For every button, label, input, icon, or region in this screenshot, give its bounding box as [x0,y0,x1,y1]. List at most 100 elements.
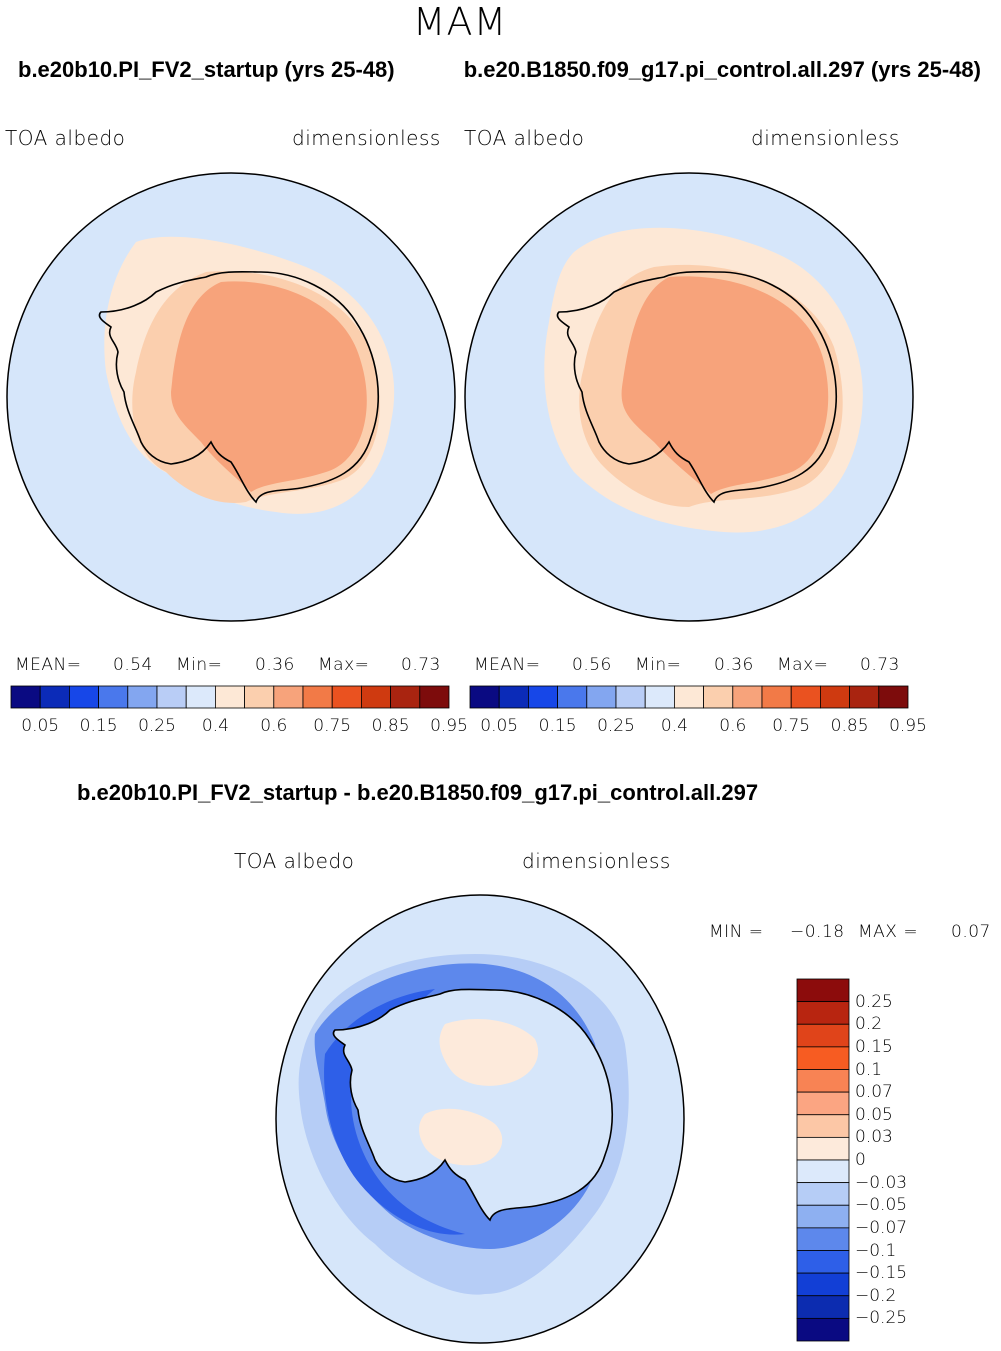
panel-1-colorbar-swatch [214,685,245,709]
panel-1-units-label: dimensionless [292,126,441,150]
panel-1-colorbar-swatch [185,685,216,709]
diff-positive-patch-east [439,1019,539,1086]
panel-1-plateau-contour [171,281,367,492]
panel-1-colorbar-swatch [69,685,100,709]
diff-colorbar [796,978,850,1342]
panel-2-colorbar-tick-label: 0.75 [772,716,811,736]
diff-colorbar-ticks: 0.25 0.2 0.15 0.1 0.07 0.05 0.03 0 −0.03 −0.05 −0.… [855,979,935,1341]
panel-2-colorbar-tick-label: 0.25 [597,716,635,736]
diff-continent-field [333,989,613,1220]
panel-1-colorbar-swatch [39,685,70,709]
panel-1-colorbar-tick-label: 0.4 [201,716,229,736]
diff-colorbar-tick-label: 0.2 [855,1014,883,1035]
panel-2-colorbar-tick-label: 0.95 [889,716,927,736]
diff-colorbar-tick-label: −0.25 [855,1308,908,1329]
panel-1-map-frame [6,172,456,622]
diff-colorbar-swatch [796,1272,850,1297]
panel-2-colorbar-swatch [819,685,850,709]
panel-2-colorbar-tick-label: 0.05 [480,716,519,736]
season-title: MAM [412,0,508,44]
panel-1-colorbar-swatch [244,685,275,709]
panel-2-colorbar-swatch [849,685,880,709]
panel-1-mean-label: MEAN= [15,655,82,675]
diff-colorbar-swatch [796,1046,850,1070]
diff-map-frame [275,894,685,1344]
panel-2-colorbar-swatch [790,685,821,709]
panel-1-colorbar-tick-label: 0.85 [371,716,410,736]
panel-2-coastline [556,270,838,504]
panel-1-colorbar-tick-label: 0.15 [79,716,118,736]
panel-1-colorbar-swatch [390,685,421,709]
diff-colorbar-tick-label: −0.07 [855,1217,908,1238]
panel-1-mean-value: 0.54 [113,655,153,675]
panel-1-min-label: Min= [176,655,223,675]
panel-2-colorbar-swatch [732,685,763,709]
panel-1-colorbar-tick-label: 0.95 [430,716,468,736]
panel-2-colorbar-swatch [673,685,704,709]
diff-colorbar-swatch [796,1295,850,1319]
diff-colorbar-tick-label: 0.15 [855,1036,893,1057]
diff-colorbar-swatch [796,1114,850,1138]
panel-1-colorbar-tick-label: 0.6 [260,716,288,736]
panel-2-colorbar-tick-label: 0.85 [830,716,869,736]
panel-1-colorbar-swatch [419,685,450,709]
panel-2-polar-map [464,172,914,622]
panel-2-variable-label: TOA albedo [464,126,585,150]
diff-colorbar-tick-label: 0.1 [855,1059,883,1080]
panel-2-colorbar-swatch [586,685,617,709]
panel-2-mean-value: 0.56 [572,655,612,675]
panel-2-max-value: 0.73 [860,655,900,675]
diff-min-value: −0.18 [790,922,845,942]
panel-2-min-value: 0.36 [714,655,754,675]
panel-1-colorbar-swatch [98,685,129,709]
panel-2-map-frame [464,172,914,622]
panel-1-colorbar [10,685,450,709]
panel-1-case-title: b.e20b10.PI_FV2_startup (yrs 25-48) [18,57,395,82]
panel-1-polar-map [6,172,456,622]
diff-colorbar-tick-label: −0.15 [855,1263,908,1284]
panel-1-colorbar-ticks: 0.05 0.15 0.25 0.4 0.6 0.75 0.85 0.95 [11,716,468,738]
diff-units-label: dimensionless [522,849,671,873]
panel-1-colorbar-tick-label: 0.75 [313,716,352,736]
diff-colorbar-tick-label: 0.05 [855,1104,893,1125]
diff-min-label: MIN = [709,922,764,942]
diff-colorbar-swatch [796,978,850,1003]
diff-positive-patch-south [419,1108,503,1166]
diff-colorbar-swatch [796,1227,850,1251]
panel-1-colorbar-swatch [273,685,304,709]
diff-colorbar-swatch [796,1250,850,1274]
diff-colorbar-tick-label: −0.03 [855,1172,908,1193]
panel-1-coastline [98,270,380,504]
panel-2-plateau-contour [621,276,829,494]
panel-2-colorbar [469,685,909,709]
panel-2-max-label: Max= [777,655,829,675]
diff-coastline [332,988,614,1222]
panel-2-colorbar-swatch [703,685,734,709]
panel-1-colorbar-swatch [10,685,41,709]
diff-colorbar-tick-label: 0.25 [855,991,893,1012]
diff-colorbar-swatch [796,1136,850,1161]
panel-1-max-value: 0.73 [401,655,441,675]
diff-colorbar-swatch [796,1023,850,1048]
panel-2-colorbar-tick-label: 0.6 [719,716,747,736]
panel-2-case-title: b.e20.B1850.f09_g17.pi_control.all.297 (… [463,57,981,82]
diff-max-value: 0.07 [951,922,991,942]
panel-2-colorbar-swatch [469,685,500,709]
diff-colorbar-swatch [796,1069,850,1093]
diff-colorbar-tick-label: 0.03 [855,1127,893,1148]
panel-1-colorbar-swatch [302,685,333,709]
diff-colorbar-swatch [796,1204,850,1229]
panel-1-colorbar-swatch [360,685,391,709]
diff-polar-map [275,894,685,1344]
diff-colorbar-tick-label: 0.07 [855,1082,893,1103]
diff-title: b.e20b10.PI_FV2_startup - b.e20.B1850.f0… [77,780,759,805]
panel-1-min-value: 0.36 [255,655,295,675]
diff-colorbar-swatch [796,1159,850,1184]
panel-1-colorbar-swatch [331,685,362,709]
panel-2-colorbar-swatch [557,685,588,709]
panel-2-colorbar-tick-label: 0.15 [538,716,577,736]
diff-colorbar-swatch [796,1182,850,1206]
panel-1-variable-label: TOA albedo [5,126,126,150]
panel-1-colorbar-tick-label: 0.05 [21,716,60,736]
diff-colorbar-tick-label: −0.05 [855,1195,908,1216]
